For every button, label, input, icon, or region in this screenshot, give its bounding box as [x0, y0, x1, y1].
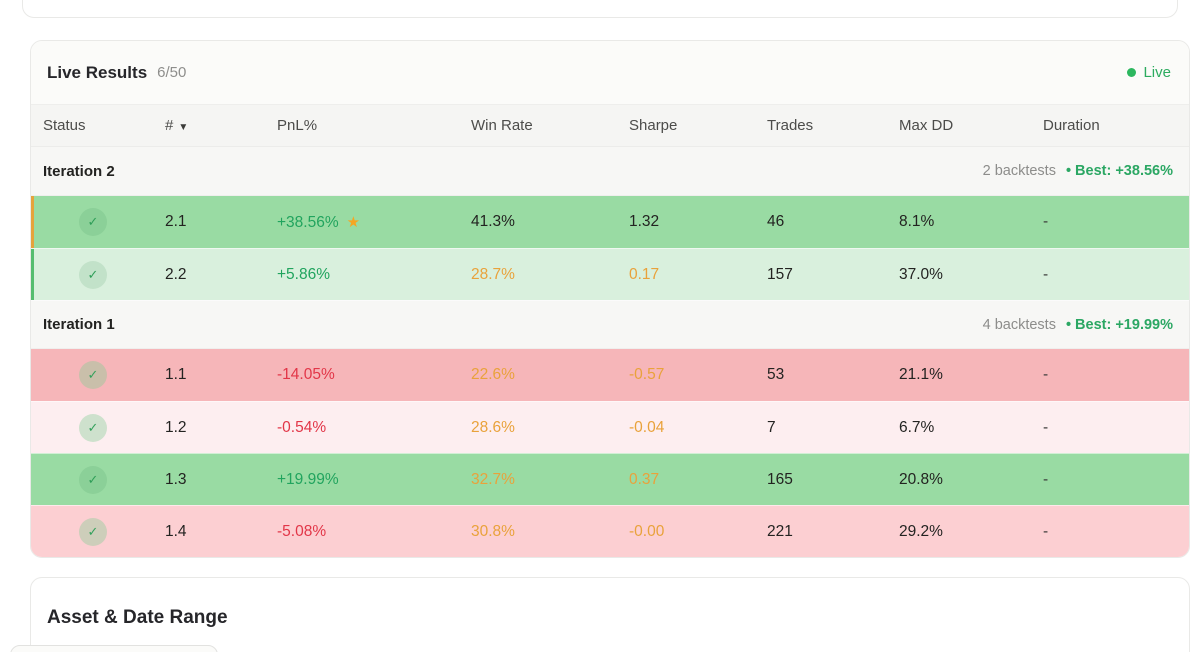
- row-id: 2.1: [165, 213, 187, 230]
- col-status[interactable]: Status: [43, 117, 86, 134]
- status-cell: ✓: [31, 260, 165, 289]
- col-pnl[interactable]: PnL%: [277, 117, 318, 134]
- trades-cell: 221: [767, 522, 793, 540]
- table-row[interactable]: ✓ 1.4 -5.08% 30.8% -0.00 221 29.2% -: [31, 505, 1189, 557]
- check-icon: ✓: [79, 361, 107, 389]
- trades-cell: 46: [767, 213, 785, 230]
- results-count: 6/50: [157, 64, 187, 81]
- asset-date-range-title: Asset & Date Range: [47, 607, 228, 628]
- row-id: 2.2: [165, 265, 187, 283]
- pnl-cell: +19.99%: [277, 470, 339, 488]
- win-rate-cell: 32.7%: [471, 470, 515, 488]
- check-icon: ✓: [79, 260, 107, 289]
- duration-cell: -: [1043, 366, 1049, 383]
- col-duration[interactable]: Duration: [1043, 117, 1100, 134]
- sharpe-cell: 1.32: [629, 213, 660, 230]
- bottom-cutoff-element: [10, 645, 218, 652]
- group-label: Iteration 1: [43, 316, 115, 333]
- table-row[interactable]: ✓ 1.2 -0.54% 28.6% -0.04 7 6.7% -: [31, 401, 1189, 453]
- pnl-cell: -0.54%: [277, 418, 327, 436]
- col-max-dd[interactable]: Max DD: [899, 117, 954, 134]
- check-icon: ✓: [79, 517, 107, 546]
- win-rate-cell: 22.6%: [471, 366, 515, 383]
- previous-card-remnant: [22, 0, 1178, 18]
- duration-cell: -: [1043, 213, 1049, 230]
- row-accent-stripe: [31, 196, 34, 248]
- check-icon: ✓: [79, 413, 107, 442]
- trades-cell: 7: [767, 418, 776, 436]
- win-rate-cell: 41.3%: [471, 213, 515, 230]
- table-row[interactable]: ✓ 2.1 +38.56% ★ 41.3% 1.32 46 8.1% -: [31, 196, 1189, 248]
- row-id: 1.1: [165, 366, 187, 383]
- table-row[interactable]: ✓ 2.2 +5.86% 28.7% 0.17 157 37.0% -: [31, 248, 1189, 300]
- sharpe-cell: -0.00: [629, 522, 665, 540]
- win-rate-cell: 30.8%: [471, 522, 515, 540]
- status-cell: ✓: [31, 361, 165, 389]
- group-best-pnl: • Best: +19.99%: [1065, 316, 1173, 333]
- max-dd-cell: 21.1%: [899, 366, 943, 383]
- live-results-card: Live Results 6/50 Live Status # ▼ PnL% Wi…: [30, 40, 1190, 558]
- pnl-cell: +38.56% ★: [277, 213, 361, 231]
- live-status-badge: Live: [1127, 64, 1171, 81]
- live-results-header: Live Results 6/50 Live: [31, 41, 1189, 105]
- sharpe-cell: -0.57: [629, 366, 665, 383]
- group-backtest-count: 2 backtests: [982, 163, 1056, 179]
- check-icon: ✓: [79, 208, 107, 236]
- max-dd-cell: 29.2%: [899, 522, 943, 540]
- col-trades[interactable]: Trades: [767, 117, 814, 134]
- win-rate-cell: 28.7%: [471, 265, 515, 283]
- group-meta: 2 backtests • Best: +38.56%: [983, 163, 1173, 179]
- page-title: Live Results: [47, 62, 148, 82]
- status-cell: ✓: [31, 517, 165, 546]
- trades-cell: 165: [767, 470, 793, 488]
- live-label: Live: [1143, 64, 1171, 81]
- pnl-cell: -14.05%: [277, 366, 335, 383]
- trades-cell: 157: [767, 265, 793, 283]
- max-dd-cell: 6.7%: [899, 418, 935, 436]
- max-dd-cell: 37.0%: [899, 265, 943, 283]
- duration-cell: -: [1043, 418, 1049, 436]
- col-sharpe[interactable]: Sharpe: [629, 117, 678, 134]
- table-row[interactable]: ✓ 1.3 +19.99% 32.7% 0.37 165 20.8% -: [31, 453, 1189, 505]
- sort-desc-icon: ▼: [178, 122, 189, 133]
- group-header-iteration-2[interactable]: Iteration 2 2 backtests • Best: +38.56%: [31, 147, 1189, 196]
- status-cell: ✓: [31, 413, 165, 442]
- duration-cell: -: [1043, 522, 1049, 540]
- group-label: Iteration 2: [43, 162, 115, 180]
- live-dot-icon: [1127, 68, 1137, 77]
- best-star-icon: ★: [346, 213, 361, 231]
- asset-date-range-card: Asset & Date Range: [30, 577, 1190, 652]
- status-cell: ✓: [31, 208, 165, 236]
- sharpe-cell: -0.04: [629, 418, 665, 436]
- sharpe-cell: 0.17: [629, 265, 660, 283]
- col-number[interactable]: # ▼: [165, 117, 189, 134]
- trades-cell: 53: [767, 366, 785, 383]
- group-meta: 4 backtests • Best: +19.99%: [983, 317, 1173, 333]
- pnl-cell: +5.86%: [277, 265, 331, 283]
- table-row[interactable]: ✓ 1.1 -14.05% 22.6% -0.57 53 21.1% -: [31, 349, 1189, 401]
- group-backtest-count: 4 backtests: [982, 316, 1056, 333]
- group-header-iteration-1[interactable]: Iteration 1 4 backtests • Best: +19.99%: [31, 300, 1189, 349]
- duration-cell: -: [1043, 470, 1049, 488]
- duration-cell: -: [1043, 265, 1049, 283]
- check-icon: ✓: [79, 465, 107, 494]
- col-win-rate[interactable]: Win Rate: [471, 117, 533, 134]
- row-accent-stripe: [31, 249, 34, 300]
- max-dd-cell: 8.1%: [899, 213, 935, 230]
- row-id: 1.3: [165, 470, 187, 488]
- max-dd-cell: 20.8%: [899, 470, 943, 488]
- sharpe-cell: 0.37: [629, 470, 660, 488]
- win-rate-cell: 28.6%: [471, 418, 515, 436]
- status-cell: ✓: [31, 465, 165, 494]
- table-header-row: Status # ▼ PnL% Win Rate Sharpe Trades Ma…: [31, 105, 1189, 147]
- pnl-cell: -5.08%: [277, 522, 327, 540]
- row-id: 1.4: [165, 522, 187, 540]
- row-id: 1.2: [165, 418, 187, 436]
- group-best-pnl: • Best: +38.56%: [1065, 163, 1173, 179]
